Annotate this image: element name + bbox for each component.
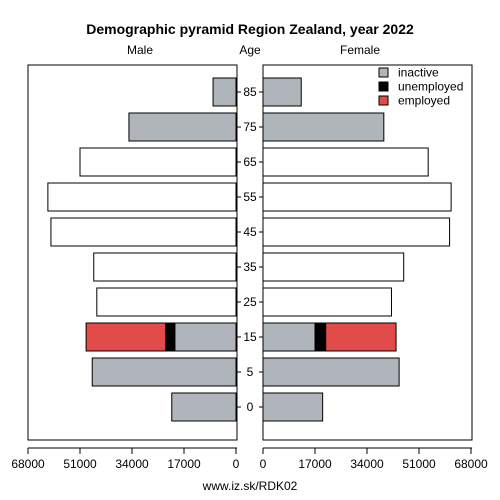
male-x-tick-label-1: 51000 [63, 457, 97, 471]
age-label-15: 15 [243, 330, 257, 344]
legend-label-employed: employed [398, 94, 450, 108]
female-bar-inactive-85 [262, 77, 302, 107]
bars-group [47, 77, 452, 422]
age-label-5: 5 [247, 365, 254, 379]
male-bar-total-55 [47, 182, 237, 212]
male-x-tick-label-4: 0 [233, 457, 240, 471]
male-bar-unemployed-15 [165, 322, 176, 352]
age-label-65: 65 [243, 155, 257, 169]
male-bar-inactive-0 [171, 392, 237, 422]
female-bar-total-65 [262, 147, 429, 177]
female-label: Female [340, 43, 380, 57]
male-plot-frame [27, 64, 238, 441]
female-bar-inactive-15 [262, 322, 316, 352]
age-label-45: 45 [243, 225, 257, 239]
x-axis-group: 68000 51000 34000 17000 0 0 17000 34000 51000 680… [11, 447, 488, 471]
male-bar-inactive-15 [174, 322, 237, 352]
male-bar-total-45 [50, 217, 237, 247]
female-x-tick-label-0: 0 [260, 457, 267, 471]
female-bar-inactive-75 [262, 112, 385, 142]
age-label-0: 0 [247, 400, 254, 414]
legend-swatch-inactive [378, 67, 389, 78]
female-bar-employed-15 [325, 322, 397, 352]
female-bar-total-45 [262, 217, 451, 247]
female-x-tick-label-3: 51000 [402, 457, 436, 471]
female-bar-inactive-5 [262, 357, 400, 387]
age-label-35: 35 [243, 260, 257, 274]
female-x-tick-label-2: 34000 [350, 457, 384, 471]
male-x-tick-label-0: 68000 [11, 457, 45, 471]
female-x-tick-label-1: 17000 [298, 457, 332, 471]
legend-label-unemployed: unemployed [398, 80, 463, 94]
male-label: Male [127, 43, 153, 57]
chart-title: Demographic pyramid Region Zealand, year… [86, 21, 414, 37]
age-label-85: 85 [243, 85, 257, 99]
female-bar-total-25 [262, 287, 392, 317]
female-bar-inactive-0 [262, 392, 324, 422]
age-label-75: 75 [243, 120, 257, 134]
age-label: Age [239, 43, 261, 57]
male-x-tick-label-3: 17000 [167, 457, 201, 471]
male-x-tick-label-2: 34000 [115, 457, 149, 471]
age-label-25: 25 [243, 295, 257, 309]
male-bar-inactive-85 [212, 77, 237, 107]
age-ticks-group: 0 5 15 25 35 45 55 65 75 85 [237, 85, 263, 414]
male-bar-total-35 [93, 252, 237, 282]
legend-label-inactive: inactive [398, 66, 439, 80]
female-bar-unemployed-15 [314, 322, 327, 352]
age-label-55: 55 [243, 190, 257, 204]
legend-swatch-unemployed [378, 81, 389, 92]
source-label: www.iz.sk/RDK02 [202, 479, 298, 493]
male-bar-inactive-75 [128, 112, 237, 142]
male-bar-total-25 [96, 287, 237, 317]
male-bar-inactive-5 [91, 357, 237, 387]
male-bar-total-65 [79, 147, 237, 177]
female-x-tick-label-4: 68000 [454, 457, 488, 471]
legend-swatch-employed [378, 95, 389, 106]
female-bar-total-55 [262, 182, 452, 212]
male-bar-employed-15 [85, 322, 167, 352]
female-bar-total-35 [262, 252, 405, 282]
